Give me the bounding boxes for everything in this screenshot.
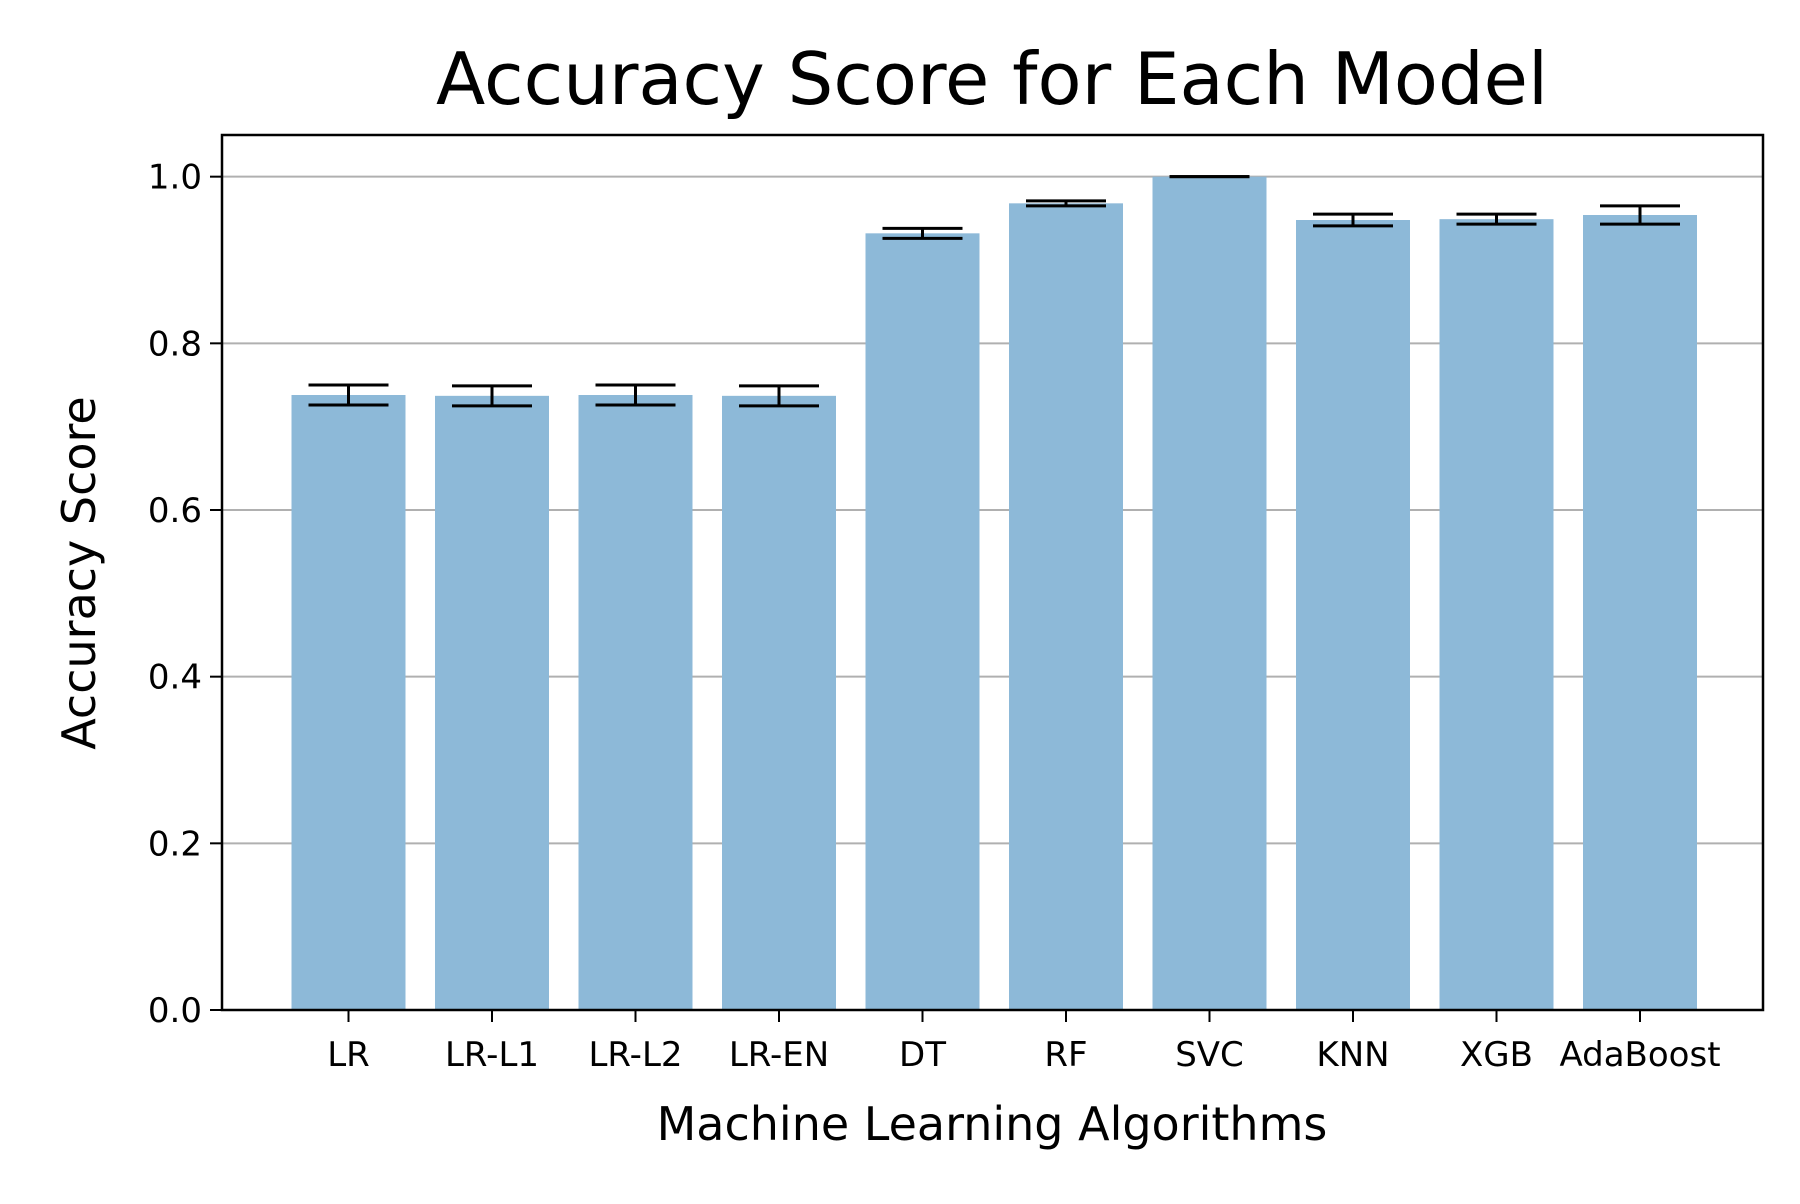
bar xyxy=(1296,220,1410,1010)
x-tick-label: LR-L1 xyxy=(445,1035,539,1075)
x-tick-label: DT xyxy=(899,1035,946,1075)
x-axis-label: Machine Learning Algorithms xyxy=(657,1097,1328,1151)
y-tick-label: 0.8 xyxy=(148,324,202,364)
x-tick-label: LR-EN xyxy=(729,1035,829,1075)
bar xyxy=(435,395,549,1010)
bar xyxy=(1439,219,1554,1010)
x-tick-label: LR xyxy=(327,1035,370,1075)
x-tick-label: LR-L2 xyxy=(588,1035,682,1075)
bar xyxy=(722,395,836,1010)
bar xyxy=(865,233,980,1011)
axes xyxy=(210,133,1765,1022)
bar xyxy=(1152,176,1267,1010)
x-tick-label: XGB xyxy=(1460,1035,1533,1075)
plot-frame xyxy=(220,133,1765,1012)
y-tick-label: 1.0 xyxy=(148,158,202,198)
x-tick-label: SVC xyxy=(1175,1035,1244,1075)
x-tick-label: RF xyxy=(1044,1035,1087,1075)
bar xyxy=(1583,215,1697,1010)
bars xyxy=(291,176,1697,1011)
error-bars xyxy=(308,175,1680,408)
y-axis-label: Accuracy Score xyxy=(52,396,106,749)
bar xyxy=(1009,203,1123,1011)
tick-labels: 0.0 0.2 0.4 0.6 0.8 1.0 LR LR-L1 LR-L2 LR-EN DT RF S… xyxy=(148,158,1721,1075)
y-tick-label: 0.4 xyxy=(148,658,202,698)
y-tick-label: 0.2 xyxy=(148,824,202,864)
chart-title: Accuracy Score for Each Model xyxy=(436,37,1548,121)
y-tick-label: 0.0 xyxy=(148,991,202,1031)
x-tick-label: AdaBoost xyxy=(1559,1035,1720,1075)
y-tick-label: 0.6 xyxy=(148,491,202,531)
bar xyxy=(578,395,693,1010)
bar xyxy=(291,395,406,1010)
x-tick-label: KNN xyxy=(1316,1035,1389,1075)
